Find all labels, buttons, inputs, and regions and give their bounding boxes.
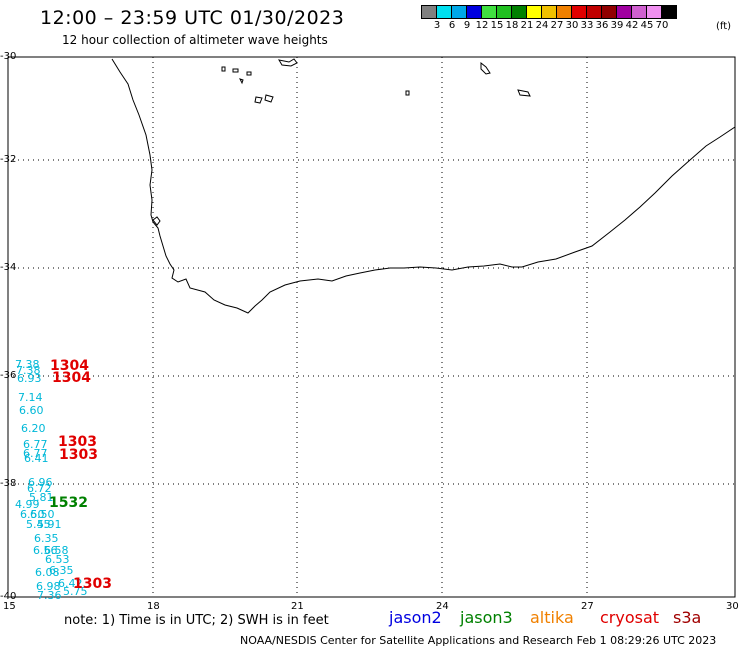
chart-subtitle: 12 hour collection of altimeter wave hei… (62, 33, 328, 47)
wave-height-label: 6.93 (17, 372, 42, 385)
legend-tick-label: 9 (463, 20, 471, 31)
longitude-label: 18 (147, 601, 160, 612)
legend-tick-label: 18 (505, 20, 519, 31)
wave-height-label: 6.20 (21, 422, 46, 435)
wave-height-label: 6.96 (28, 476, 53, 489)
longitude-label: 24 (436, 601, 449, 612)
legend-tick-label: 45 (640, 20, 654, 31)
legend-tick-label: 12 (475, 20, 489, 31)
orbit-time-label: 1304 (52, 370, 91, 386)
wave-height-label: 6.42 (58, 577, 83, 590)
wave-height-label: 6.77 (23, 447, 48, 460)
coastline (111, 58, 736, 314)
latitude-label: -32 (0, 154, 17, 165)
wave-height-label: 6.58 (44, 544, 69, 557)
orbit-time-label: 1303 (58, 434, 97, 450)
wave-height-label: 7.14 (18, 391, 43, 404)
legend-tick-label: 30 (565, 20, 579, 31)
longitude-label: 21 (291, 601, 304, 612)
footer-credit: NOAA/NESDIS Center for Satellite Applica… (240, 634, 717, 647)
wave-height-label: 6.35 (49, 564, 74, 577)
legend-tick-label: 21 (520, 20, 534, 31)
wave-height-label: 6.60 (19, 404, 44, 417)
legend-tick-label: 42 (625, 20, 639, 31)
legend-unit: (ft) (716, 21, 732, 32)
satellite-name-jason2: jason2 (389, 608, 442, 627)
wave-height-label: 5.81 (29, 491, 54, 504)
satellite-name-jason3: jason3 (460, 608, 513, 627)
latitude-label: -30 (0, 51, 17, 62)
orbit-time-label: 1303 (59, 447, 98, 463)
footer-note: note: 1) Time is in UTC; 2) SWH is in fe… (64, 613, 329, 628)
legend-tick-label: 3 (433, 20, 441, 31)
color-legend: 3 6 9 12 15 18 21 24 27 30 33 36 39 42 45 70 (ft) (421, 5, 731, 33)
orbit-time-label: 1304 (50, 358, 89, 374)
wave-height-label: 6.41 (24, 452, 49, 465)
wave-height-label: 7.38 (16, 364, 41, 377)
orbit-time-label: 1303 (73, 576, 112, 592)
wave-height-label: 4.99 (15, 498, 40, 511)
legend-tick-label: 15 (490, 20, 504, 31)
legend-tick-label: 39 (610, 20, 624, 31)
chart-title: 12:00 – 23:59 UTC 01/30/2023 (40, 7, 345, 29)
wave-height-label: 6.35 (34, 532, 59, 545)
legend-tick-label: 27 (550, 20, 564, 31)
wave-height-label: 7.38 (15, 358, 40, 371)
orbit-time-label: 1532 (49, 495, 88, 511)
islands (152, 58, 531, 226)
wave-height-label: 6.72 (27, 482, 52, 495)
wave-height-label: 5.75 (63, 585, 88, 598)
wave-height-label: 7.36 (37, 589, 62, 602)
wave-height-label: 6.56 (33, 544, 58, 557)
legend-tick-label: 36 (595, 20, 609, 31)
wave-height-label: 5.91 (37, 518, 62, 531)
latitude-label: -38 (0, 478, 17, 489)
wave-height-label: 6.50 (20, 508, 45, 521)
satellite-name-s3a: s3a (673, 608, 702, 627)
satellite-name-altika: altika (530, 608, 574, 627)
longitude-label: 15 (3, 601, 16, 612)
satellite-name-cryosat: cryosat (600, 608, 660, 627)
legend-swatch (661, 5, 677, 19)
legend-tick-label: 6 (448, 20, 456, 31)
legend-tick-label: 70 (655, 20, 669, 31)
longitude-label: 27 (581, 601, 594, 612)
wave-height-label: 6.53 (45, 553, 70, 566)
wave-height-label: 5.45 (26, 518, 51, 531)
legend-ticks: 3 6 9 12 15 18 21 24 27 30 33 36 39 42 45 70 (422, 19, 677, 33)
longitude-label: 30 (726, 601, 739, 612)
latitude-label: -36 (0, 370, 17, 381)
legend-tick-label: 24 (535, 20, 549, 31)
map-frame (7, 56, 736, 598)
legend-tick-label: 33 (580, 20, 594, 31)
latitude-label: -40 (0, 591, 17, 602)
grid-lines (8, 57, 735, 597)
legend-swatches (421, 5, 677, 19)
wave-height-label: 6.50 (30, 508, 55, 521)
wave-height-label: 6.08 (35, 566, 60, 579)
wave-height-label: 6.98 (36, 580, 61, 593)
latitude-label: -34 (0, 262, 17, 273)
wave-height-label: 6.77 (23, 438, 48, 451)
